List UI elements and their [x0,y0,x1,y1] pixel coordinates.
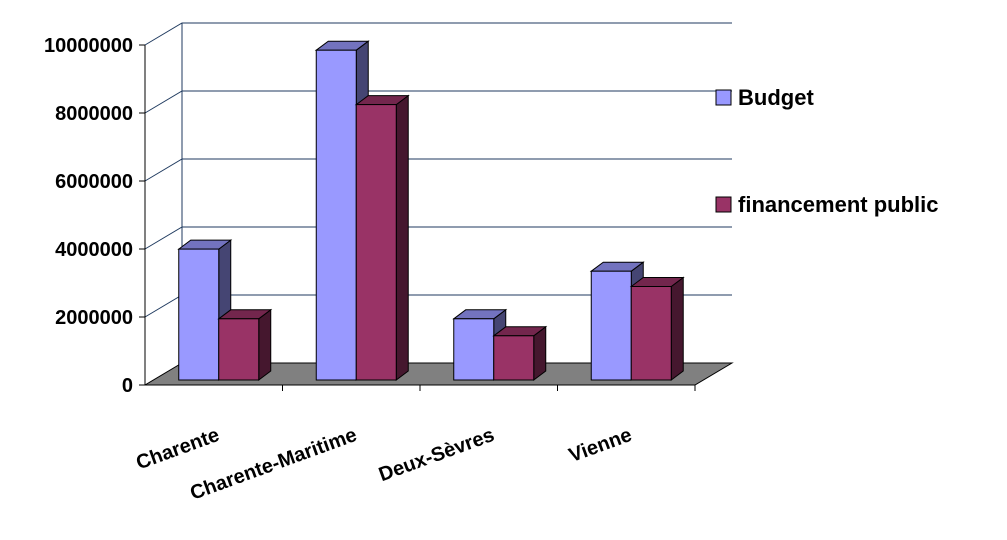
y-tick-label: 10000000 [44,35,133,57]
legend-label: Budget [738,85,814,110]
bar-budget [589,261,645,381]
bar-front [630,286,672,381]
bar-front [453,318,495,381]
bar-budget [452,308,508,381]
bar-financement-public [629,276,685,381]
legend-swatch [715,196,732,213]
legend-swatch [715,89,732,106]
bar-front [315,49,357,381]
y-tick-label: 8000000 [55,103,133,125]
bar-financement-public [217,308,273,381]
category-label: Deux-Sèvres [376,424,497,486]
y-tick-label: 6000000 [55,171,133,193]
gridline [144,226,732,250]
gridline [144,22,732,46]
gridline [144,158,732,182]
bar-financement-public [354,94,410,381]
bar-front [493,335,535,381]
bar-financement-public [492,325,548,381]
bar-front [178,248,220,381]
y-tick-label: 4000000 [55,239,133,261]
bar-side [258,308,272,381]
bar-side [395,94,409,381]
bar-side [670,276,684,381]
category-label: Charente [133,424,222,474]
bar-front [218,318,260,381]
gridlines [144,22,732,318]
bars [177,40,685,381]
y-axis: 0 2000000 4000000 6000000 8000000 10000000 [44,23,696,397]
legend: Budget financement public [715,85,938,217]
legend-label: financement public [738,192,938,217]
bar-front [590,270,632,381]
bar-front [355,104,397,381]
category-label: Vienne [566,424,635,467]
y-tick-label: 2000000 [55,307,133,329]
y-tick-label: 0 [122,375,133,397]
gridline [144,90,732,114]
